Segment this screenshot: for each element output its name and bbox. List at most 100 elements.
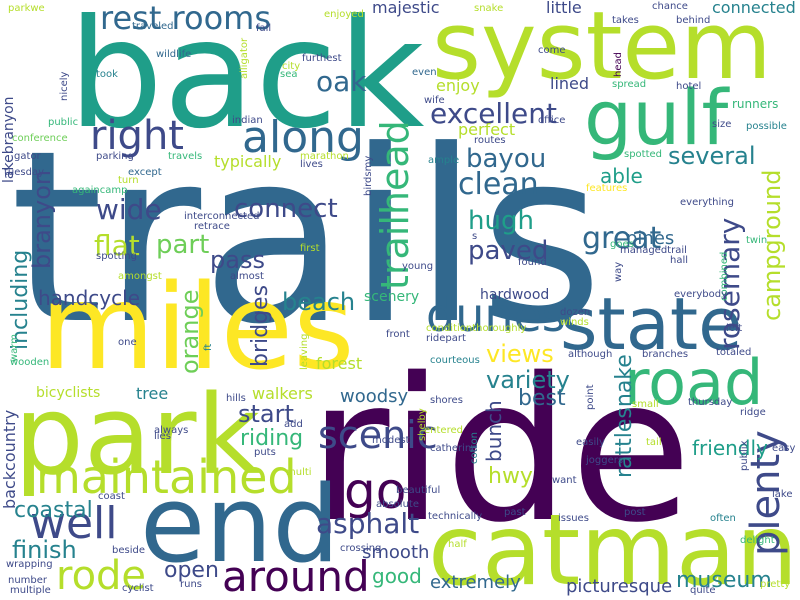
- word-beach: beach: [282, 288, 356, 316]
- word-extremely: extremely: [430, 572, 521, 593]
- word-wildlife: wildlife: [156, 49, 192, 60]
- word-ample: ample: [428, 155, 460, 166]
- word-easy: easy: [772, 443, 796, 454]
- word-end: end: [140, 463, 340, 586]
- word-routes: routes: [474, 135, 506, 146]
- word-bunch: bunch: [482, 400, 506, 462]
- word-forest: forest: [316, 354, 363, 373]
- word-tree: tree: [136, 384, 169, 403]
- word-gator: gator: [14, 151, 41, 162]
- word-scenery: scenery: [364, 289, 420, 305]
- word-often: often: [710, 513, 736, 524]
- word-walkers: walkers: [252, 384, 313, 403]
- word-coast: coast: [98, 491, 125, 502]
- word-although: although: [568, 349, 613, 360]
- word-start: start: [238, 400, 294, 428]
- word-post: post: [624, 507, 646, 518]
- word-takes: takes: [612, 15, 639, 26]
- word-majestic: majestic: [372, 0, 440, 17]
- word-head: head: [613, 52, 624, 77]
- word-city: city: [282, 61, 301, 72]
- word-multiple: multiple: [10, 585, 51, 596]
- word-leaving: leaving: [299, 333, 310, 370]
- word-smooth: smooth: [362, 542, 430, 563]
- word-absolute: absolute: [376, 499, 419, 510]
- word-left: left: [726, 323, 743, 334]
- word-typically: typically: [214, 152, 282, 171]
- word-open: open: [164, 558, 219, 583]
- word-lined: lined: [550, 74, 590, 93]
- word-oak: oak: [316, 65, 367, 98]
- word-furthest: furthest: [302, 53, 342, 64]
- word-courteous: courteous: [430, 355, 480, 366]
- word-cyclist: cyclist: [122, 583, 154, 594]
- word-warm: warm: [9, 334, 20, 362]
- word-rest-rooms: rest rooms: [100, 0, 271, 37]
- word-able: able: [600, 164, 643, 188]
- word-shelby: shelby: [417, 408, 428, 441]
- word-delight: delight: [740, 535, 775, 546]
- word-ridepart: ridepart: [426, 333, 466, 344]
- word-parkwe: parkwe: [8, 3, 45, 14]
- word-museum: museum: [676, 568, 772, 593]
- word-orange: orange: [176, 289, 204, 374]
- word-thursday: thursday: [688, 397, 733, 408]
- word-friendly: friendly: [692, 436, 768, 460]
- word-system: system: [432, 0, 772, 101]
- word-riding: riding: [240, 426, 304, 451]
- word-great: great: [582, 221, 662, 256]
- word-picturesque: picturesque: [566, 576, 673, 597]
- word-miles: miles: [40, 258, 355, 396]
- word-public: public: [48, 117, 79, 128]
- word-runs: runs: [180, 579, 202, 590]
- word-againcamp: againcamp: [72, 185, 128, 196]
- word-ft: ft: [203, 343, 214, 351]
- word-flat: flat: [94, 229, 140, 262]
- word-way: way: [613, 261, 624, 282]
- word-lake: lake: [772, 489, 793, 500]
- word-totaled: totaled: [716, 347, 752, 358]
- word-branyon: branyon: [28, 169, 56, 269]
- word-variety: variety: [486, 366, 570, 394]
- word-marathon: marathon: [300, 151, 349, 162]
- word-paved: paved: [468, 236, 549, 266]
- word-state: state: [560, 282, 743, 366]
- word-wide: wide: [96, 193, 162, 226]
- word-number: number: [8, 575, 48, 586]
- word-hardwood: hardwood: [480, 287, 550, 303]
- word-birdsmy: birdsmy: [363, 155, 374, 196]
- word-scenic: scenic: [318, 413, 438, 457]
- word-even: even: [412, 67, 437, 78]
- word-half: half: [448, 539, 467, 550]
- word-ride: ride: [308, 335, 692, 566]
- word-s: s: [472, 231, 478, 242]
- word-one: one: [118, 337, 137, 348]
- word-dunes: dunes: [426, 288, 566, 342]
- word-connected: connected: [712, 0, 796, 17]
- word-spotted: spotted: [624, 149, 663, 160]
- word-beautiful: beautiful: [396, 485, 441, 496]
- word-hwy: hwy: [488, 464, 533, 489]
- word-add: add: [284, 419, 303, 430]
- word-ridge: ridge: [740, 407, 766, 418]
- word-trails: trails: [10, 100, 604, 377]
- word-puts: puts: [254, 447, 276, 458]
- word-hills: hills: [226, 393, 246, 404]
- word-rode: rode: [56, 553, 147, 599]
- word-past: past: [504, 507, 526, 518]
- word-always: always: [154, 425, 189, 436]
- word-turn: turn: [118, 175, 139, 186]
- word-woodsy: woodsy: [340, 386, 409, 407]
- word-asphalt: asphalt: [316, 507, 420, 540]
- word-point: point: [585, 384, 596, 410]
- word-around: around: [222, 552, 370, 600]
- word-front: front: [386, 329, 410, 340]
- word-pass: pass: [210, 246, 265, 274]
- word-tail: tail: [646, 437, 662, 448]
- word-winds: winds: [560, 317, 589, 328]
- word-maintained: maintained: [36, 450, 297, 504]
- word-wife: wife: [424, 95, 445, 106]
- word-hall: hall: [670, 255, 689, 266]
- word-conditionthoroughly: conditionthoroughly: [426, 323, 527, 334]
- word-small: small: [632, 399, 659, 410]
